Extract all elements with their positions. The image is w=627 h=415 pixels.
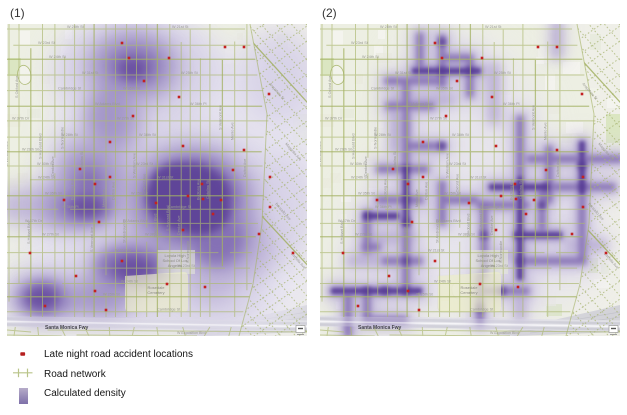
svg-text:Calculated density: Calculated density: [44, 388, 126, 399]
svg-text:(1): (1): [10, 6, 25, 20]
svg-text:(2): (2): [322, 6, 337, 20]
svg-text:Late night road accident locat: Late night road accident locations: [44, 349, 193, 360]
svg-text:Road network: Road network: [44, 369, 107, 380]
